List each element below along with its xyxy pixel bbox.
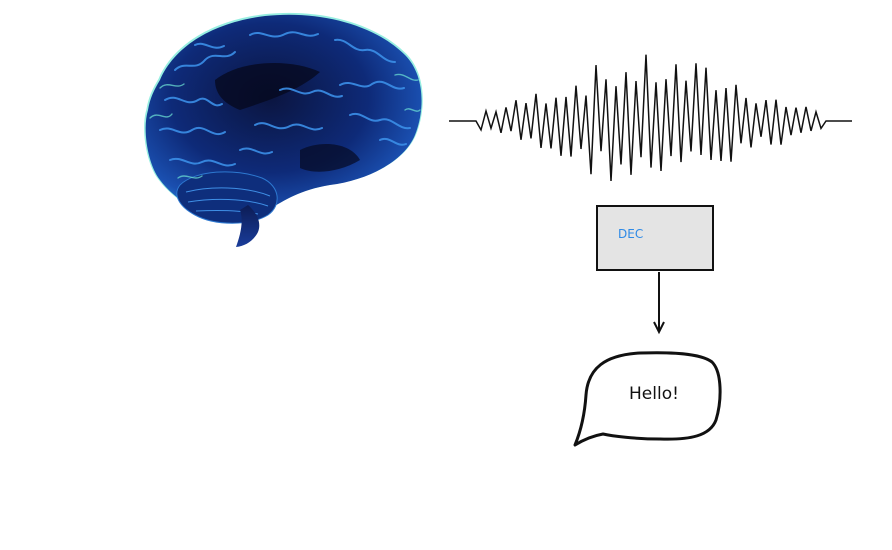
neural-signal-waveform bbox=[449, 54, 852, 182]
speech-bubble-icon bbox=[573, 351, 722, 447]
decoder-box: DEC bbox=[596, 205, 714, 271]
brain-icon bbox=[144, 12, 423, 247]
decoder-label: DEC bbox=[618, 227, 644, 241]
arrow-down-icon bbox=[653, 272, 665, 335]
speech-bubble-text: Hello! bbox=[629, 384, 679, 404]
